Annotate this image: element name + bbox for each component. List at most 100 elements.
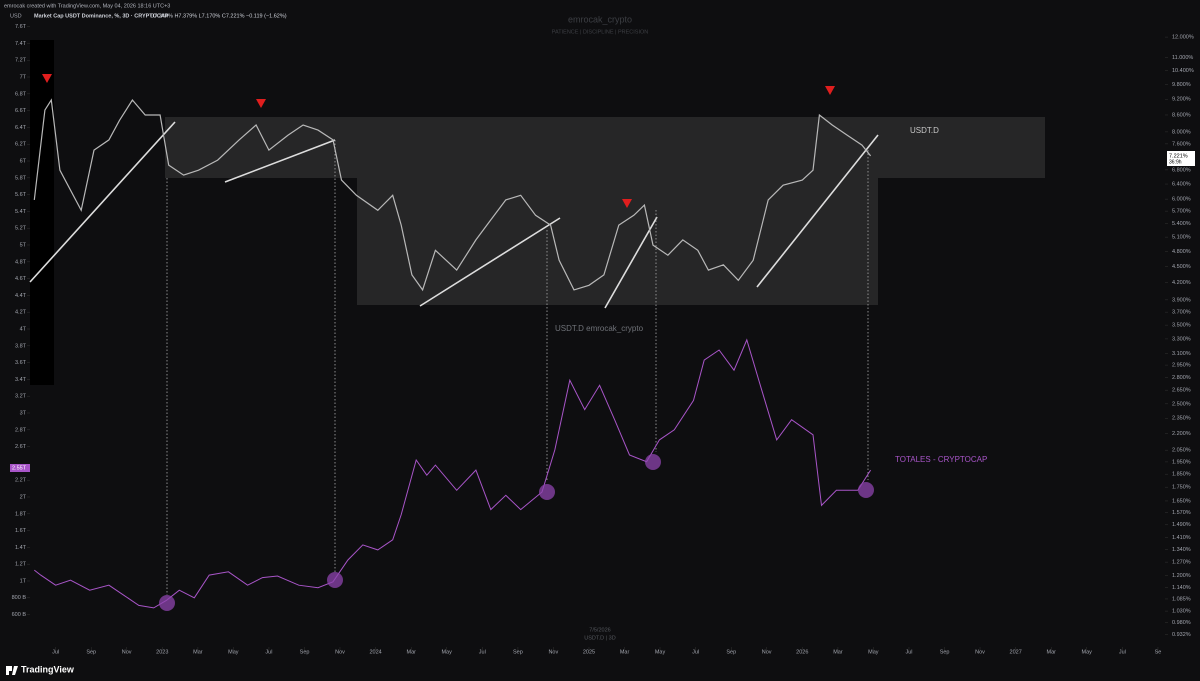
y2-tick-label: 7.600% — [1172, 141, 1191, 147]
y2-tick-label: 5.700% — [1172, 209, 1191, 215]
y2-tick-label: 8.600% — [1172, 112, 1191, 118]
x-tick-label: Nov — [335, 649, 345, 655]
y-tick-label: 6T — [20, 158, 27, 164]
y2-tick-label: 3.500% — [1172, 323, 1191, 329]
y2-tick-label: 8.000% — [1172, 129, 1191, 135]
top-marker — [256, 99, 266, 108]
y2-tick-label: 1.850% — [1172, 472, 1191, 478]
legend-entry: TOTALES - CRYPTOCAP — [895, 455, 987, 464]
y2-tick-label: 2.350% — [1172, 416, 1191, 422]
y-tick-label: 5.2T — [15, 226, 27, 232]
y2-tick-label: 0.980% — [1172, 620, 1191, 626]
y2-tick-label: 1.490% — [1172, 522, 1191, 528]
highlight — [539, 484, 555, 500]
highlights — [159, 454, 874, 611]
y2-tick-label: 3.700% — [1172, 310, 1191, 316]
x-tick-label: Jul — [265, 649, 272, 655]
y-tick-label: 2.6T — [15, 444, 27, 450]
price-tag — [1167, 151, 1195, 166]
y-tick-label: 1.4T — [15, 545, 27, 551]
y-tick-label: 800 B — [12, 595, 27, 601]
y2-tick-label: 3.900% — [1172, 297, 1191, 303]
motto: PATIENCE | DISCIPLINE | PRECISION — [552, 29, 649, 35]
y-tick-label: 4.8T — [15, 259, 27, 265]
bottom-date: 7/5/2026 — [589, 627, 610, 633]
bottom-symbol: USDT.D | 3D — [584, 635, 615, 641]
y-tick-label: 5T — [20, 242, 27, 248]
y2-tick-label: 1.030% — [1172, 609, 1191, 615]
x-tick-label: 2023 — [156, 649, 168, 655]
y-tick-label: 4.4T — [15, 293, 27, 299]
highlight — [327, 572, 343, 588]
y2-tick-label: 1.085% — [1172, 596, 1191, 602]
y-tick-label: 6.4T — [15, 125, 27, 131]
top-marker — [622, 199, 632, 208]
watermark: emrocak_crypto — [568, 14, 632, 24]
y2-tick-label: 3.100% — [1172, 351, 1191, 357]
markers — [42, 74, 835, 208]
x-tick-label: May — [868, 649, 879, 655]
x-tick-label: Mar — [833, 649, 843, 655]
y2-tick-label: 2.050% — [1172, 448, 1191, 454]
y-tick-label: 7.4T — [15, 41, 27, 47]
y-tick-label: 3.4T — [15, 377, 27, 383]
y-tick-label: 4.6T — [15, 276, 27, 282]
y2-tick-label: 6.000% — [1172, 197, 1191, 203]
y2-tick-label: 2.650% — [1172, 388, 1191, 394]
y2-tick-label: 1.200% — [1172, 573, 1191, 579]
y2-tick-label: 2.200% — [1172, 431, 1191, 437]
y-tick-label: 600 B — [12, 612, 27, 618]
x-tick-label: Mar — [1047, 649, 1057, 655]
y-tick-label: 3.8T — [15, 343, 27, 349]
countdown: 36:9h — [1169, 159, 1182, 165]
y2-tick-label: 1.570% — [1172, 510, 1191, 516]
y2-tick-label: 5.100% — [1172, 235, 1191, 241]
x-tick-label: 2027 — [1010, 649, 1022, 655]
y-tick-label: 1.6T — [15, 528, 27, 534]
trend-line — [419, 217, 561, 307]
top-marker — [42, 74, 52, 83]
y-tick-label: 6.2T — [15, 142, 27, 148]
series-line — [33, 98, 872, 292]
x-tick-label: Nov — [548, 649, 558, 655]
y2-tick-label: 5.400% — [1172, 221, 1191, 227]
y2-tick-label: 0.932% — [1172, 632, 1191, 638]
x-tick-label: 2025 — [583, 649, 595, 655]
last-price: 7.221% — [1169, 153, 1188, 159]
y-tick-label: 5.8T — [15, 175, 27, 181]
y-tick-label: 6.6T — [15, 108, 27, 114]
y2-tick-label: 9.800% — [1172, 82, 1191, 88]
y2-tick-label: 6.800% — [1172, 167, 1191, 173]
highlight — [645, 454, 661, 470]
brand: TradingView — [21, 664, 75, 674]
y2-tick-label: 4.500% — [1172, 264, 1191, 270]
y2-tick-label: 1.650% — [1172, 498, 1191, 504]
y2-tick-label: 2.500% — [1172, 401, 1191, 407]
y2-tick-label: 10.400% — [1172, 68, 1194, 74]
y-tick-label: 3.6T — [15, 360, 27, 366]
x-tick-label: Nov — [975, 649, 985, 655]
y-tick-label: 1.2T — [15, 562, 27, 568]
x-tick-label: May — [441, 649, 452, 655]
x-tick-label: Sep — [300, 649, 310, 655]
y2-tick-label: 1.410% — [1172, 535, 1191, 541]
range-box — [357, 178, 878, 305]
x-tick-label: Sep — [940, 649, 950, 655]
annotations — [29, 121, 879, 595]
y2-tick-label: 12.000% — [1172, 35, 1194, 41]
y2-tick-label: 1.750% — [1172, 485, 1191, 491]
header: Market Cap USDT Dominance, %, 3D · CRYPT… — [34, 13, 169, 19]
x-tick-label: Mar — [407, 649, 417, 655]
x-tick-label: Nov — [762, 649, 772, 655]
y2-tick-label: 1.340% — [1172, 547, 1191, 553]
highlight — [858, 482, 874, 498]
y2-tick-label: 2.800% — [1172, 375, 1191, 381]
trend-line — [604, 216, 658, 309]
y-tick-label: 2T — [20, 494, 27, 500]
x-tick-label: Sep — [726, 649, 736, 655]
y-tick-label: 3.2T — [15, 394, 27, 400]
y-tick-label: 4T — [20, 326, 27, 332]
x-tick-label: Sep — [513, 649, 523, 655]
y2-tick-label: 1.140% — [1172, 585, 1191, 591]
